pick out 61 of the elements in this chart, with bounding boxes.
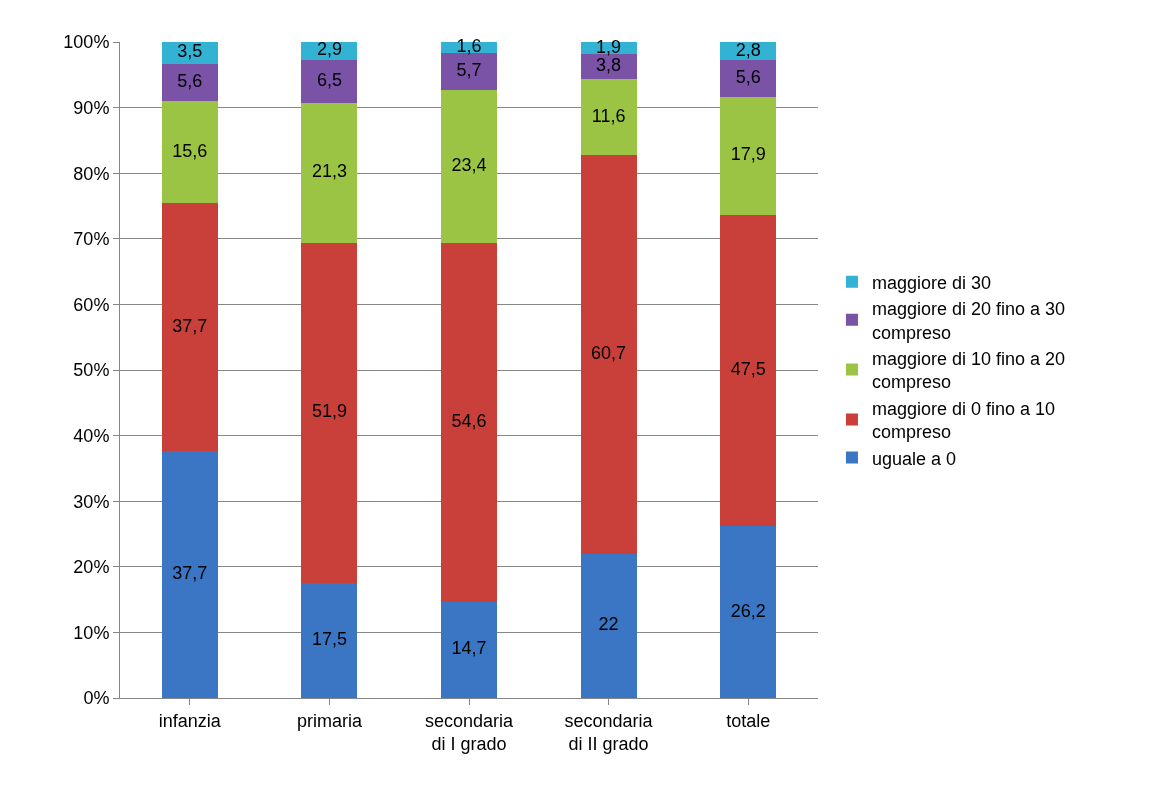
bar: [301, 583, 358, 698]
bar: [441, 601, 497, 698]
y-tick-label: 90%: [73, 97, 110, 118]
x-tick-label: primaria: [296, 710, 363, 731]
data-label: 54,6: [451, 410, 487, 431]
y-tick-label: 60%: [73, 294, 110, 315]
bar: [580, 553, 637, 698]
bar: [580, 155, 637, 554]
bar: [720, 526, 777, 698]
y-tick-label: 10%: [73, 622, 110, 643]
data-label: 51,9: [311, 401, 347, 422]
y-tick-label: 80%: [73, 163, 110, 184]
x-tick-label: infanzia: [158, 710, 222, 731]
data-label: 5,6: [177, 71, 203, 92]
data-label: 22: [598, 614, 619, 635]
bar: [301, 60, 358, 104]
data-label: 26,2: [730, 600, 766, 621]
data-label: 5,7: [456, 59, 482, 80]
data-label: 2,9: [316, 39, 342, 60]
bar: [301, 242, 358, 584]
y-tick-label: 70%: [73, 229, 110, 250]
y-tick-label: 40%: [73, 425, 110, 446]
bar: [161, 203, 218, 451]
y-tick-label: 30%: [73, 491, 110, 512]
bar: [441, 243, 497, 602]
data-label: 37,7: [172, 315, 208, 336]
data-label: 1,6: [456, 35, 482, 56]
x-tick-label: totale: [726, 710, 771, 731]
y-tick-label: 20%: [73, 557, 110, 578]
data-label: 15,6: [172, 140, 208, 161]
data-label: 11,6: [591, 105, 626, 126]
data-label: 37,7: [172, 562, 208, 583]
y-tick-label: 0%: [83, 688, 110, 709]
legend-label: uguale a 0: [871, 448, 957, 469]
bar: [161, 64, 218, 102]
bar: [720, 214, 777, 527]
data-label: 1,9: [596, 36, 622, 57]
bar: [580, 79, 637, 156]
data-label: 47,5: [730, 358, 766, 379]
bar: [720, 97, 777, 215]
bar: [441, 89, 497, 244]
data-label: 23,4: [451, 155, 487, 176]
legend-label: maggiore di 30: [871, 272, 992, 293]
data-label: 17,9: [730, 144, 766, 165]
data-label: 5,6: [735, 67, 761, 88]
data-label: 21,3: [311, 161, 347, 182]
bar: [301, 103, 358, 243]
data-label: 14,7: [451, 638, 487, 659]
data-label: 6,5: [316, 70, 342, 91]
y-tick-label: 50%: [73, 360, 110, 381]
data-label: 3,8: [596, 55, 622, 76]
data-label: 17,5: [311, 629, 347, 650]
bar: [161, 450, 218, 698]
data-label: 2,8: [735, 39, 761, 60]
bar: [720, 60, 777, 98]
bar: [161, 101, 218, 204]
data-label: 60,7: [591, 343, 627, 364]
data-label: 3,5: [177, 41, 203, 62]
x-tick-label: secondaria di I grado: [424, 710, 515, 754]
x-tick-label: secondaria di II grado: [564, 710, 654, 754]
y-tick-label: 100%: [63, 32, 110, 53]
